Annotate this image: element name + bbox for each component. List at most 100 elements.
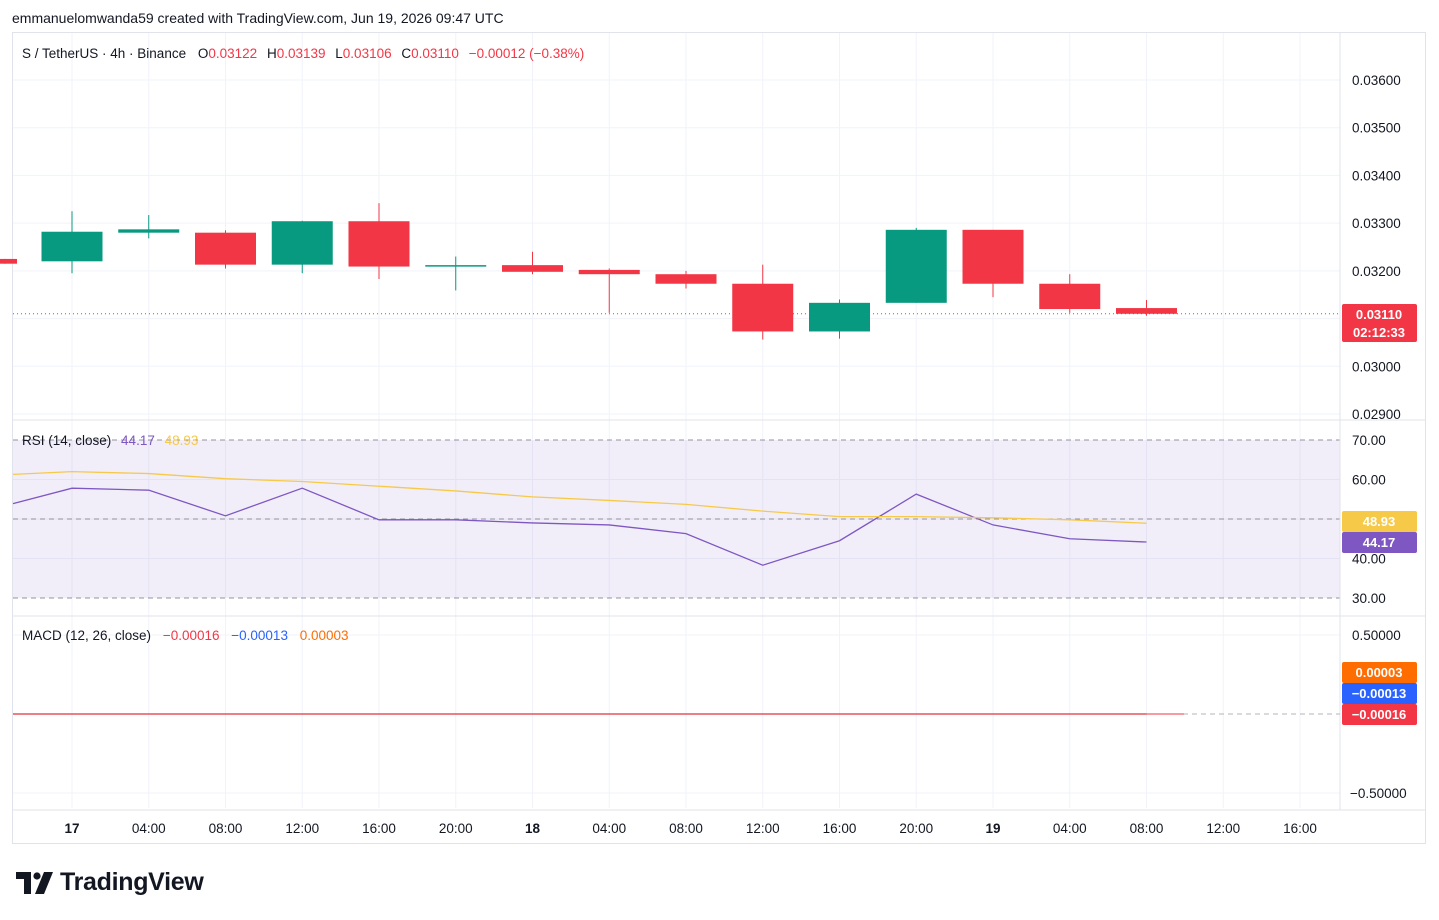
time-axis: 17 04:00 08:00 12:00 16:00 20:00 18 04:00 08:00 1… [64, 821, 1316, 836]
macd-hist-tag-text: −0.00016 [1352, 707, 1407, 722]
candle-down [655, 270, 717, 289]
rsi-ma-tag-text: 48.93 [1363, 514, 1396, 529]
rsi-ma-tag-bg [1342, 511, 1417, 532]
price-tick-label: 0.02900 [1352, 407, 1401, 422]
low-value: 0.03106 [342, 46, 392, 61]
rsi-ma-line [12, 470, 1147, 524]
time-tick-label: 16:00 [362, 821, 396, 836]
rsi-value: 44.17 [121, 433, 155, 448]
time-tick-label: 12:00 [1206, 821, 1240, 836]
candle-down [348, 203, 410, 279]
rsi-tag-text: 44.17 [1363, 535, 1396, 550]
macd-tag-bg [1342, 683, 1417, 704]
time-tick-label: 12:00 [746, 821, 780, 836]
candle-body [885, 229, 947, 303]
price-tick-label: 0.03300 [1352, 216, 1401, 231]
last-price-tag-text: 0.03110 [1356, 307, 1402, 322]
candle-body [502, 265, 563, 272]
candle-down [195, 230, 256, 269]
pane-separators [12, 33, 1426, 811]
candle-body [425, 265, 487, 267]
candle-up [271, 220, 333, 274]
rsi-line [12, 487, 1147, 566]
candle-body [578, 269, 640, 275]
macd-legend: MACD (12, 26, close) −0.00016 −0.00013 0… [22, 628, 349, 643]
candle-body [348, 221, 410, 267]
time-tick-label: 20:00 [899, 821, 933, 836]
time-tick-label: 19 [985, 821, 1000, 836]
time-tick-label: 04:00 [592, 821, 626, 836]
time-tick-label: 08:00 [209, 821, 243, 836]
candle-body [1116, 308, 1177, 314]
last-price-tag: 0.03110 02:12:33 [1342, 304, 1417, 342]
time-tick-label: 12:00 [285, 821, 319, 836]
time-tick-label: 16:00 [823, 821, 857, 836]
candles-layer [0, 203, 1340, 340]
candle-down [1039, 274, 1101, 313]
macd-title: MACD (12, 26, close) [22, 628, 152, 643]
macd-tag: −0.00013 [1342, 683, 1417, 704]
change-value: −0.00012 (−0.38%) [468, 46, 585, 61]
open-value: 0.03122 [208, 46, 258, 61]
price-tick-label: 0.03600 [1352, 73, 1401, 88]
last-price-tag-text: 02:12:33 [1353, 325, 1405, 340]
macd-signal-tag-text: 0.00003 [1356, 665, 1403, 680]
candle-down [1116, 299, 1177, 316]
price-tick-label: 0.03000 [1352, 359, 1401, 374]
price-tick-label: 0.03400 [1352, 168, 1401, 183]
macd-hist-value: −0.00016 [162, 628, 220, 643]
close-value: 0.03110 [411, 46, 459, 61]
candle-body [0, 258, 17, 264]
candle-up [41, 211, 103, 274]
candle-body [1039, 283, 1101, 310]
candle-up [425, 256, 487, 291]
candle-body [195, 232, 256, 265]
candle-body [809, 302, 870, 332]
axis-tags: 0.03110 02:12:33 48.93 44.17 0.00003 −0.00013… [1342, 304, 1417, 725]
time-tick-label: 08:00 [1130, 821, 1164, 836]
candle-body [655, 274, 717, 284]
time-tick-label: 17 [64, 821, 79, 836]
rsi-legend: RSI (14, close) 44.17 48.93 [22, 433, 198, 448]
candle-down [962, 229, 1024, 298]
candle-body [118, 229, 180, 233]
rsi-band [13, 440, 1340, 598]
macd-hist-tag-bg [1342, 704, 1417, 725]
rsi-tick-label: 40.00 [1352, 552, 1386, 567]
macd-signal-tag-bg [1342, 662, 1417, 683]
candle-down [502, 251, 563, 275]
time-tick-label: 18 [525, 821, 541, 836]
macd-tag-text: −0.00013 [1352, 686, 1407, 701]
price-axis: 0.03600 0.03500 0.03400 0.03300 0.03200 0.030… [1350, 73, 1407, 801]
candle-body [962, 229, 1024, 284]
symbol-label: S / TetherUS · 4h · Binance [22, 46, 187, 61]
time-tick-label: 16:00 [1283, 821, 1317, 836]
high-value: 0.03139 [276, 46, 326, 61]
candle-up [809, 299, 870, 339]
high-label: H [266, 46, 277, 61]
macd-hist-tag: −0.00016 [1342, 704, 1417, 725]
brand-name: TradingView [60, 868, 204, 896]
low-label: L [335, 46, 343, 61]
candle-up [885, 227, 947, 303]
macd-tick-label: 0.50000 [1352, 628, 1401, 643]
last-price-tag-bg [1342, 304, 1417, 342]
rsi-layer [12, 470, 1147, 566]
rsi-tick-label: 30.00 [1352, 591, 1386, 606]
macd-value: −0.00013 [231, 628, 288, 643]
price-legend: S / TetherUS · 4h · Binance O0.03122 H0.… [22, 46, 584, 61]
close-label: C [401, 46, 412, 61]
rsi-title: RSI (14, close) [22, 433, 112, 448]
tradingview-logo[interactable]: TradingView [16, 868, 204, 897]
time-tick-label: 08:00 [669, 821, 703, 836]
candle-body [732, 283, 794, 332]
rsi-tag: 44.17 [1342, 532, 1417, 553]
candle-down [578, 268, 640, 313]
open-label: O [197, 46, 209, 61]
time-tick-label: 04:00 [132, 821, 166, 836]
time-tick-label: 20:00 [439, 821, 473, 836]
candle-up [118, 215, 180, 239]
rsi-tick-label: 70.00 [1352, 433, 1386, 448]
tradingview-logo-icon [16, 871, 53, 894]
